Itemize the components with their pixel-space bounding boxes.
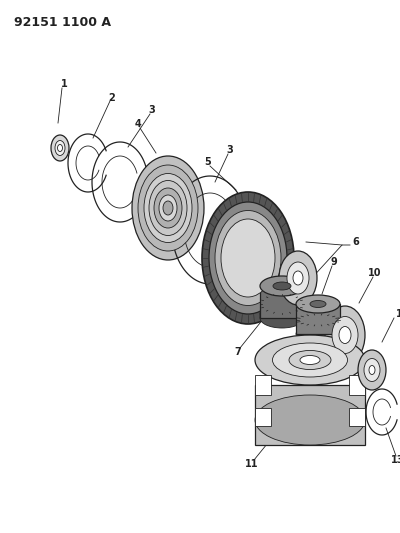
Ellipse shape	[325, 306, 365, 364]
Ellipse shape	[149, 181, 187, 236]
Ellipse shape	[260, 276, 304, 296]
Polygon shape	[255, 408, 271, 426]
Ellipse shape	[260, 308, 304, 328]
Ellipse shape	[369, 366, 375, 375]
Text: 3: 3	[227, 145, 233, 155]
Ellipse shape	[364, 359, 380, 382]
Ellipse shape	[296, 295, 340, 313]
Ellipse shape	[163, 201, 173, 215]
Ellipse shape	[287, 262, 309, 294]
Ellipse shape	[339, 327, 351, 343]
Text: 3: 3	[149, 105, 155, 115]
Ellipse shape	[273, 282, 291, 290]
Ellipse shape	[293, 271, 303, 285]
Ellipse shape	[300, 356, 320, 365]
Ellipse shape	[215, 211, 281, 305]
Ellipse shape	[255, 395, 365, 445]
Text: 2: 2	[109, 93, 115, 103]
Polygon shape	[349, 375, 365, 395]
Ellipse shape	[51, 135, 69, 161]
Text: 12: 12	[396, 309, 400, 319]
Ellipse shape	[132, 156, 204, 260]
Ellipse shape	[202, 192, 294, 324]
Ellipse shape	[289, 351, 331, 369]
Ellipse shape	[279, 251, 317, 305]
Ellipse shape	[221, 219, 275, 297]
Text: 10: 10	[368, 268, 382, 278]
Text: 92151 1100 A: 92151 1100 A	[14, 16, 111, 29]
Ellipse shape	[332, 317, 358, 353]
Ellipse shape	[209, 202, 287, 314]
Ellipse shape	[58, 144, 62, 151]
Text: 5: 5	[205, 157, 211, 167]
Ellipse shape	[272, 343, 348, 377]
Text: 7: 7	[235, 347, 241, 357]
Polygon shape	[255, 375, 271, 395]
Ellipse shape	[358, 350, 386, 390]
Text: 11: 11	[245, 459, 259, 469]
Polygon shape	[296, 304, 340, 334]
Ellipse shape	[55, 141, 65, 156]
Text: 6: 6	[352, 237, 359, 247]
Polygon shape	[349, 408, 365, 426]
Ellipse shape	[154, 188, 182, 228]
Ellipse shape	[310, 301, 326, 308]
Ellipse shape	[144, 174, 192, 243]
Text: 13: 13	[391, 455, 400, 465]
Text: 9: 9	[331, 257, 337, 267]
Text: 4: 4	[135, 119, 141, 129]
Ellipse shape	[255, 335, 365, 385]
Text: 1: 1	[61, 79, 67, 89]
Ellipse shape	[138, 165, 198, 251]
Ellipse shape	[159, 195, 177, 221]
Polygon shape	[255, 385, 365, 445]
Polygon shape	[260, 286, 304, 318]
Ellipse shape	[296, 325, 340, 343]
